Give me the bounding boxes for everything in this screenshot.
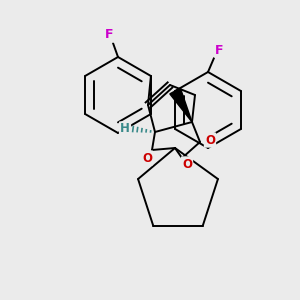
Text: H: H (120, 122, 130, 136)
Text: O: O (182, 158, 192, 170)
Text: O: O (142, 152, 152, 164)
Text: F: F (105, 28, 113, 41)
Polygon shape (170, 88, 192, 122)
Text: F: F (215, 44, 223, 56)
Text: O: O (205, 134, 215, 146)
